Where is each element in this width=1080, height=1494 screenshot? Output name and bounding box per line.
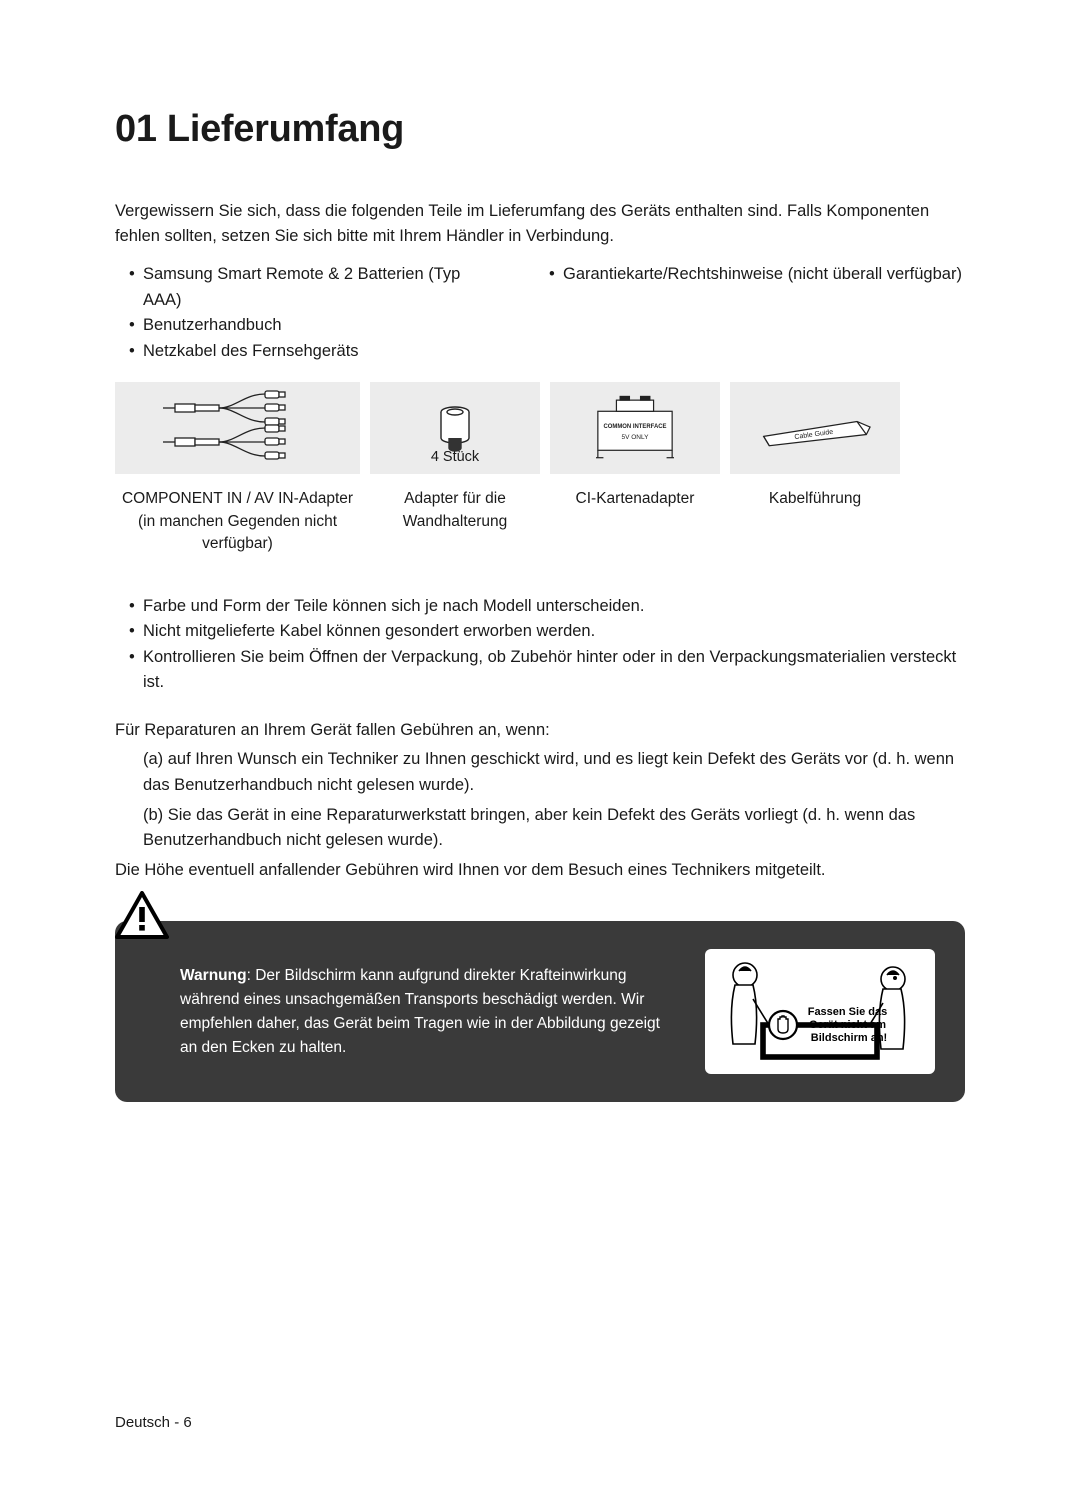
note-item: Nicht mitgelieferte Kabel können gesonde… (143, 619, 965, 645)
warning-section: Warnung: Der Bildschirm kann aufgrund di… (115, 921, 965, 1102)
repair-outro: Die Höhe eventuell anfallender Gebühren … (115, 858, 965, 884)
warning-body: : Der Bildschirm kann aufgrund direkter … (180, 967, 660, 1056)
repair-clause-a: (a) auf Ihren Wunsch ein Techniker zu Ih… (115, 747, 965, 798)
intro-text: Vergewissern Sie sich, dass die folgende… (115, 199, 965, 250)
package-lists: Samsung Smart Remote & 2 Batterien (Typ … (115, 262, 965, 364)
warning-box: Warnung: Der Bildschirm kann aufgrund di… (115, 921, 965, 1102)
package-item: Netzkabel des Fernsehgeräts (143, 339, 475, 365)
item-caption: Kabelführung (730, 482, 900, 555)
captions-row: COMPONENT IN / AV IN-Adapter (in manchen… (115, 482, 965, 555)
repair-clause-b: (b) Sie das Gerät in eine Reparaturwerks… (115, 803, 965, 854)
item-cell-cable-guide: Cable Guide (730, 382, 900, 474)
item-cell-ci-adapter: COMMON INTERFACE 5V ONLY (550, 382, 720, 474)
package-item: Samsung Smart Remote & 2 Batterien (Typ … (143, 262, 475, 313)
repair-intro: Für Reparaturen an Ihrem Gerät fallen Ge… (115, 718, 965, 744)
items-row: 4 Stück COMMON INTERFACE 5V ONLY (115, 382, 965, 474)
item-caption: Adapter für die Wandhalterung (370, 482, 540, 555)
svg-text:5V ONLY: 5V ONLY (622, 434, 650, 441)
cable-guide-icon: Cable Guide (745, 395, 885, 461)
page-footer: Deutsch - 6 (115, 1411, 192, 1434)
svg-text:Fassen Sie das Gerät: Fassen Sie das Gerät nicht am Bildschirm… (808, 1006, 891, 1044)
package-item: Benutzerhandbuch (143, 313, 475, 339)
note-item: Kontrollieren Sie beim Öffnen der Verpac… (143, 645, 965, 696)
warning-label: Warnung (180, 967, 247, 984)
package-item: Garantiekarte/Rechtshinweise (nicht über… (563, 262, 965, 288)
package-list-left: Samsung Smart Remote & 2 Batterien (Typ … (115, 262, 475, 364)
item-cell-component-adapter (115, 382, 360, 474)
carry-tv-icon: Fassen Sie das Gerät nicht am Bildschirm… (705, 949, 935, 1074)
package-list-right: Garantiekarte/Rechtshinweise (nicht über… (535, 262, 965, 364)
notes-list: Farbe und Form der Teile können sich je … (115, 594, 965, 696)
page-heading: 01 Lieferumfang (115, 100, 965, 159)
component-adapter-icon (115, 382, 360, 474)
ci-adapter-icon: COMMON INTERFACE 5V ONLY (570, 389, 700, 467)
item-cell-wall-adapter: 4 Stück (370, 382, 540, 474)
warning-text: Warnung: Der Bildschirm kann aufgrund di… (180, 964, 681, 1060)
item-caption: CI-Kartenadapter (550, 482, 720, 555)
warning-triangle-icon (115, 891, 169, 939)
item-qty: 4 Stück (431, 446, 479, 468)
item-caption: COMPONENT IN / AV IN-Adapter (in manchen… (115, 482, 360, 555)
warning-illustration: Fassen Sie das Gerät nicht am Bildschirm… (705, 949, 935, 1074)
svg-text:COMMON INTERFACE: COMMON INTERFACE (603, 424, 666, 430)
note-item: Farbe und Form der Teile können sich je … (143, 594, 965, 620)
